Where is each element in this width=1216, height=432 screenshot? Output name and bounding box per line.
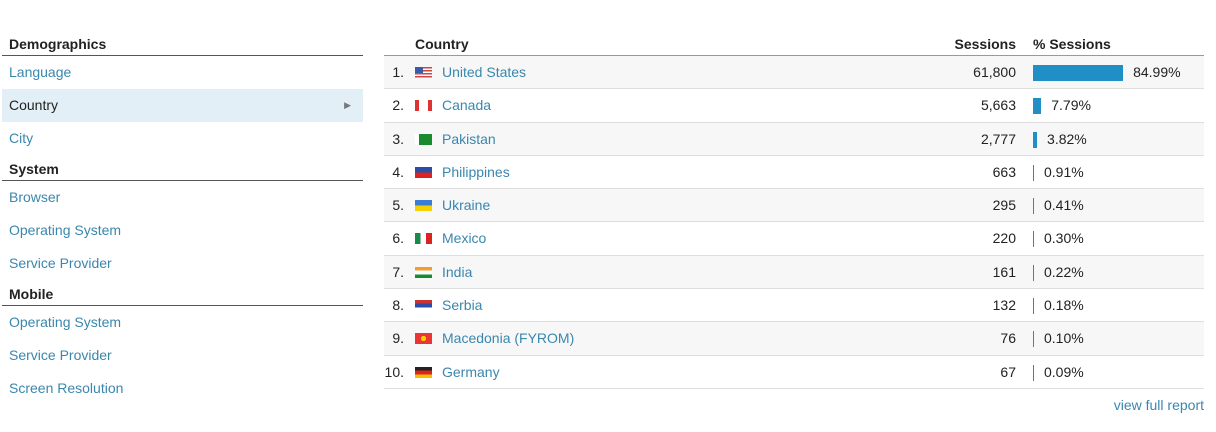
rank: 3.	[392, 130, 404, 147]
rank: 8.	[392, 297, 404, 314]
sidebar-item-language[interactable]: Language	[2, 56, 363, 89]
sessions-value: 663	[992, 163, 1016, 180]
flag-icon	[415, 67, 432, 78]
table-row: 6. Mexico 220 0.30%	[384, 222, 1204, 256]
sidebar-item-browser[interactable]: Browser	[2, 181, 363, 214]
flag-icon	[415, 233, 432, 245]
sidebar-item-label: Service Provider	[9, 347, 112, 363]
country-link[interactable]: United States	[442, 64, 527, 80]
sessions-value: 5,663	[980, 97, 1016, 114]
rank: 2.	[392, 97, 404, 114]
sessions-value: 161	[992, 263, 1016, 280]
table-row: 3. Pakistan 2,777 3.82%	[384, 122, 1204, 156]
header-pct-sessions: % Sessions	[1033, 36, 1111, 52]
sessions-value: 220	[992, 230, 1016, 247]
pct-value: 0.22%	[1044, 263, 1084, 280]
flag-icon	[415, 133, 432, 145]
pct-bar	[1033, 65, 1124, 81]
sidebar-item-service-provider[interactable]: Service Provider	[2, 247, 363, 280]
country-link[interactable]: Serbia	[442, 297, 483, 314]
country-link[interactable]: Ukraine	[442, 197, 491, 214]
pct-value: 0.30%	[1044, 230, 1084, 247]
table-row: 7. India 161 0.22%	[384, 255, 1204, 290]
pct-bar	[1033, 298, 1034, 315]
sidebar-item-label: Operating System	[9, 222, 122, 238]
table-row: 2. Canada 5,663 7.79%	[384, 89, 1204, 123]
rank: 9.	[392, 330, 404, 347]
country-link[interactable]: Philippines	[442, 163, 510, 180]
flag-icon	[415, 366, 432, 378]
pct-value: 0.10%	[1044, 330, 1084, 347]
section-heading: Mobile	[2, 280, 363, 306]
flag-icon	[415, 166, 432, 178]
country-link[interactable]: Macedonia (FYROM)	[442, 330, 575, 347]
pct-value: 0.91%	[1044, 163, 1084, 180]
section-heading: Demographics	[2, 30, 363, 56]
pct-bar	[1033, 364, 1034, 381]
header-country: Country	[415, 36, 469, 52]
sessions-value: 61,800	[973, 64, 1016, 80]
pct-value: 7.79%	[1051, 97, 1091, 114]
sidebar-item-screen-resolution[interactable]: Screen Resolution	[2, 372, 363, 405]
sidebar-item-label: Screen Resolution	[9, 380, 124, 396]
rank: 10.	[384, 363, 404, 380]
pct-value: 0.09%	[1044, 363, 1084, 380]
country-table: Country Sessions % Sessions 1. United St…	[384, 30, 1204, 389]
table-row: 5. Ukraine 295 0.41%	[384, 189, 1204, 223]
country-link[interactable]: India	[442, 263, 473, 280]
sidebar-item-label: City	[9, 130, 34, 146]
sidebar-item-city[interactable]: City	[2, 122, 363, 155]
table-row: 9. Macedonia (FYROM) 76 0.10%	[384, 322, 1204, 356]
table-row: 8. Serbia 132 0.18%	[384, 289, 1204, 323]
pct-value: 0.18%	[1044, 297, 1084, 314]
header-sessions: Sessions	[954, 36, 1016, 52]
pct-bar	[1033, 198, 1034, 215]
view-full-report-link[interactable]: view full report	[1113, 397, 1204, 413]
table-row: 4. Philippines 663 0.91%	[384, 156, 1204, 190]
table-row: 10. Germany 67 0.09%	[384, 356, 1204, 389]
rank: 6.	[392, 230, 404, 247]
pct-bar	[1033, 131, 1038, 148]
sidebar-item-service-provider[interactable]: Service Provider	[2, 339, 363, 372]
pct-bar	[1033, 331, 1034, 348]
sidebar-item-label: Language	[9, 64, 72, 80]
sessions-value: 2,777	[980, 130, 1016, 147]
section-heading: System	[2, 155, 363, 181]
country-link[interactable]: Pakistan	[442, 130, 496, 147]
pct-bar	[1033, 264, 1034, 281]
pct-bar	[1033, 231, 1034, 248]
flag-icon	[415, 200, 432, 212]
sidebar-item-country[interactable]: Country ▶	[2, 89, 363, 122]
sidebar-item-label: Browser	[9, 189, 61, 205]
rank: 4.	[392, 163, 404, 180]
country-link[interactable]: Canada	[442, 97, 492, 114]
flag-icon	[415, 300, 432, 312]
sidebar-item-label: Service Provider	[9, 255, 112, 271]
sessions-value: 295	[992, 197, 1016, 214]
flag-icon	[415, 333, 432, 345]
pct-bar	[1033, 164, 1034, 181]
rank: 5.	[392, 197, 404, 214]
table-header: Country Sessions % Sessions	[384, 30, 1204, 56]
sessions-value: 67	[1000, 363, 1016, 380]
sessions-value: 76	[1000, 330, 1016, 347]
country-link[interactable]: Germany	[442, 363, 500, 380]
table-row: 1. United States 61,800 84.99%	[384, 56, 1204, 90]
sidebar-item-operating-system[interactable]: Operating System	[2, 214, 363, 247]
rank: 7.	[392, 263, 404, 280]
sidebar-item-label: Operating System	[9, 314, 122, 330]
pct-bar	[1033, 98, 1042, 115]
pct-value: 84.99%	[1133, 64, 1181, 80]
sidebar-item-label: Country	[9, 97, 59, 113]
rank: 1.	[392, 64, 404, 80]
sessions-value: 132	[992, 297, 1016, 314]
sidebar-item-operating-system[interactable]: Operating System	[2, 306, 363, 339]
country-link[interactable]: Mexico	[442, 230, 487, 247]
flag-icon	[415, 100, 432, 112]
pct-value: 3.82%	[1047, 130, 1087, 147]
pct-value: 0.41%	[1044, 197, 1084, 214]
flag-icon	[415, 266, 432, 278]
chevron-right-icon: ▶	[344, 100, 351, 110]
report-navigation: Demographics Language Country ▶ City System Br…	[2, 30, 363, 405]
